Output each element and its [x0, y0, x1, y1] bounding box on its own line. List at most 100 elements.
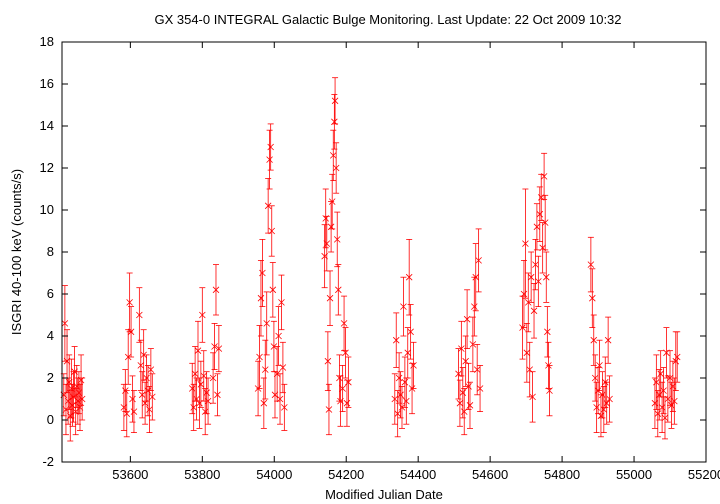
y-axis: -2 0 2 4 6 8 10 12 14 16 18 — [40, 34, 706, 469]
data-point — [278, 274, 285, 331]
data-point — [328, 173, 336, 230]
x-tick-label: 54000 — [256, 467, 292, 482]
data-point — [342, 327, 349, 379]
data-point — [455, 348, 462, 400]
marker-stroke — [653, 378, 660, 386]
data-point — [340, 295, 348, 352]
data-point — [661, 396, 669, 440]
data-point — [472, 243, 480, 312]
marker-stroke — [462, 357, 469, 365]
marker-stroke — [603, 399, 610, 407]
data-point — [211, 322, 218, 371]
marker-stroke — [459, 389, 467, 396]
marker-stroke — [256, 353, 263, 361]
data-point — [596, 339, 603, 392]
y-tick-label: 14 — [40, 118, 54, 133]
marker-stroke — [593, 404, 600, 411]
data-point — [544, 306, 551, 358]
marker-stroke — [194, 347, 202, 354]
marker-stroke — [658, 404, 666, 411]
data-point — [597, 394, 605, 438]
data-point — [522, 188, 529, 299]
marker-stroke — [212, 286, 220, 294]
y-tick-label: 0 — [47, 412, 54, 427]
data-point — [281, 383, 288, 431]
data-point — [256, 325, 263, 389]
x-tick-label: 54200 — [328, 467, 364, 482]
y-tick-label: 6 — [47, 286, 54, 301]
data-point — [203, 371, 210, 415]
marker-stroke — [203, 389, 210, 396]
marker-stroke — [278, 299, 285, 306]
x-tick-label: 55200 — [688, 467, 720, 482]
marker-stroke — [591, 374, 599, 382]
data-point — [345, 356, 352, 408]
marker-stroke — [214, 391, 221, 399]
data-point — [533, 203, 541, 251]
data-point — [654, 390, 662, 438]
marker-stroke — [127, 328, 135, 336]
data-point — [266, 129, 273, 190]
data-point — [475, 228, 482, 293]
data-point — [188, 362, 196, 415]
data-point — [529, 371, 536, 423]
marker-stroke — [332, 164, 340, 172]
marker-stroke — [193, 395, 200, 403]
marker-stroke — [138, 391, 146, 399]
data-point — [322, 188, 329, 249]
marker-stroke — [120, 404, 128, 411]
marker-stroke — [190, 404, 197, 411]
data-point — [466, 381, 474, 429]
data-point — [199, 287, 206, 343]
data-point — [669, 360, 677, 413]
data-point — [324, 331, 332, 392]
marker-stroke — [530, 307, 538, 315]
marker-stroke — [475, 257, 482, 264]
data-point — [126, 272, 133, 333]
marker-stroke — [673, 353, 681, 361]
marker-stroke — [197, 381, 205, 388]
data-point — [264, 178, 272, 234]
marker-stroke — [215, 345, 223, 352]
data-point — [138, 371, 146, 419]
data-point — [190, 383, 197, 431]
data-point — [327, 201, 335, 253]
x-tick-label: 54400 — [400, 467, 436, 482]
marker-stroke — [143, 374, 150, 382]
y-tick-label: 4 — [47, 328, 54, 343]
marker-stroke — [473, 366, 481, 373]
marker-stroke — [395, 374, 403, 382]
data-point — [191, 346, 199, 402]
data-point — [536, 186, 544, 242]
marker-stroke — [136, 311, 143, 319]
marker-stroke — [69, 402, 76, 409]
y-tick-label: -2 — [42, 454, 54, 469]
data-point — [259, 238, 266, 308]
marker-stroke — [137, 362, 145, 369]
marker-stroke — [520, 290, 528, 298]
data-point — [405, 238, 413, 316]
marker-stroke — [469, 341, 477, 348]
data-point — [673, 331, 681, 383]
data-point — [260, 377, 268, 429]
data-point — [404, 327, 412, 379]
marker-stroke — [325, 406, 333, 413]
marker-stroke — [661, 414, 669, 422]
y-tick-label: 10 — [40, 202, 54, 217]
data-point — [397, 371, 404, 419]
data-point — [61, 285, 69, 362]
data-point — [523, 322, 531, 383]
data-point — [214, 373, 221, 417]
marker-stroke — [392, 336, 400, 344]
y-axis-title: ISGRI 40-100 keV (counts/s) — [9, 169, 24, 335]
data-point — [459, 367, 467, 419]
marker-stroke — [147, 366, 155, 373]
marker-stroke — [404, 349, 412, 357]
data-point — [141, 381, 149, 425]
marker-stroke — [339, 385, 346, 392]
marker-stroke — [345, 378, 352, 386]
data-point — [456, 379, 464, 427]
data-point — [137, 339, 145, 392]
marker-stroke — [257, 294, 265, 302]
marker-stroke — [275, 332, 282, 340]
